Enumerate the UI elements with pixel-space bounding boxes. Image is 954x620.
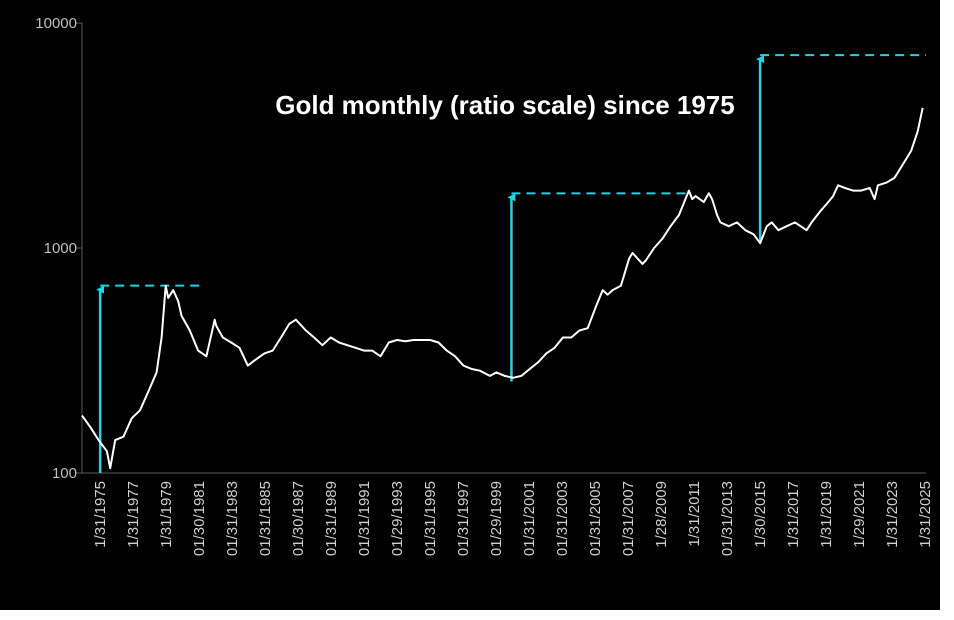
x-tick-label: 01/30/1981 [191, 481, 208, 556]
x-tick-label: 1/31/1979 [158, 481, 175, 548]
series [81, 107, 924, 470]
x-tick-labels: 1/31/1975 1/31/1977 1/31/1979 01/30/1981 01/… [92, 481, 934, 556]
y-tick-label: 100 [52, 465, 77, 482]
chart-frame [0, 0, 940, 610]
x-tick-label: 1/31/2011 [686, 481, 703, 547]
x-tick-label: 1/28/2009 [653, 481, 670, 548]
x-tick-label: 01/31/2005 [587, 481, 604, 556]
x-tick-label: 01/30/1987 [290, 481, 307, 556]
x-tick-label: 01/31/2013 [719, 481, 736, 556]
x-tick-label: 01/29/1999 [488, 481, 505, 556]
y-tick-label: 10000 [35, 15, 77, 32]
x-tick-label: 1/31/2025 [917, 481, 934, 548]
x-tick-label: 01/31/1983 [224, 481, 241, 556]
x-tick-label: 1/31/1977 [125, 481, 142, 548]
x-tick-label: 01/31/1997 [455, 481, 472, 556]
y-tick-labels: 10000 1000 100 [35, 15, 77, 482]
x-tick-label: 1/29/2021 [851, 481, 868, 548]
annotations [96, 54, 926, 473]
x-tick-label: 1/31/2023 [884, 481, 901, 548]
axes [76, 22, 926, 474]
y-tick-label: 1000 [44, 240, 77, 257]
x-tick-label: 1/31/2017 [785, 481, 802, 548]
x-tick-label: 01/31/1985 [257, 481, 274, 556]
x-tick-label: 01/31/1991 [356, 481, 373, 556]
gold-price-line [81, 107, 924, 470]
x-tick-label: 01/31/2001 [521, 481, 538, 556]
chart-title: Gold monthly (ratio scale) since 1975 [275, 90, 734, 120]
x-tick-label: 01/31/2003 [554, 481, 571, 556]
x-tick-label: 1/30/2015 [752, 481, 769, 548]
x-tick-label: 01/31/1995 [422, 481, 439, 556]
x-tick-label: 01/29/1993 [389, 481, 406, 556]
x-tick-label: 1/31/2019 [818, 481, 835, 548]
x-tick-label: 01/31/2007 [620, 481, 637, 556]
x-tick-label: 01/31/1989 [323, 481, 340, 556]
x-tick-label: 1/31/1975 [92, 481, 109, 548]
